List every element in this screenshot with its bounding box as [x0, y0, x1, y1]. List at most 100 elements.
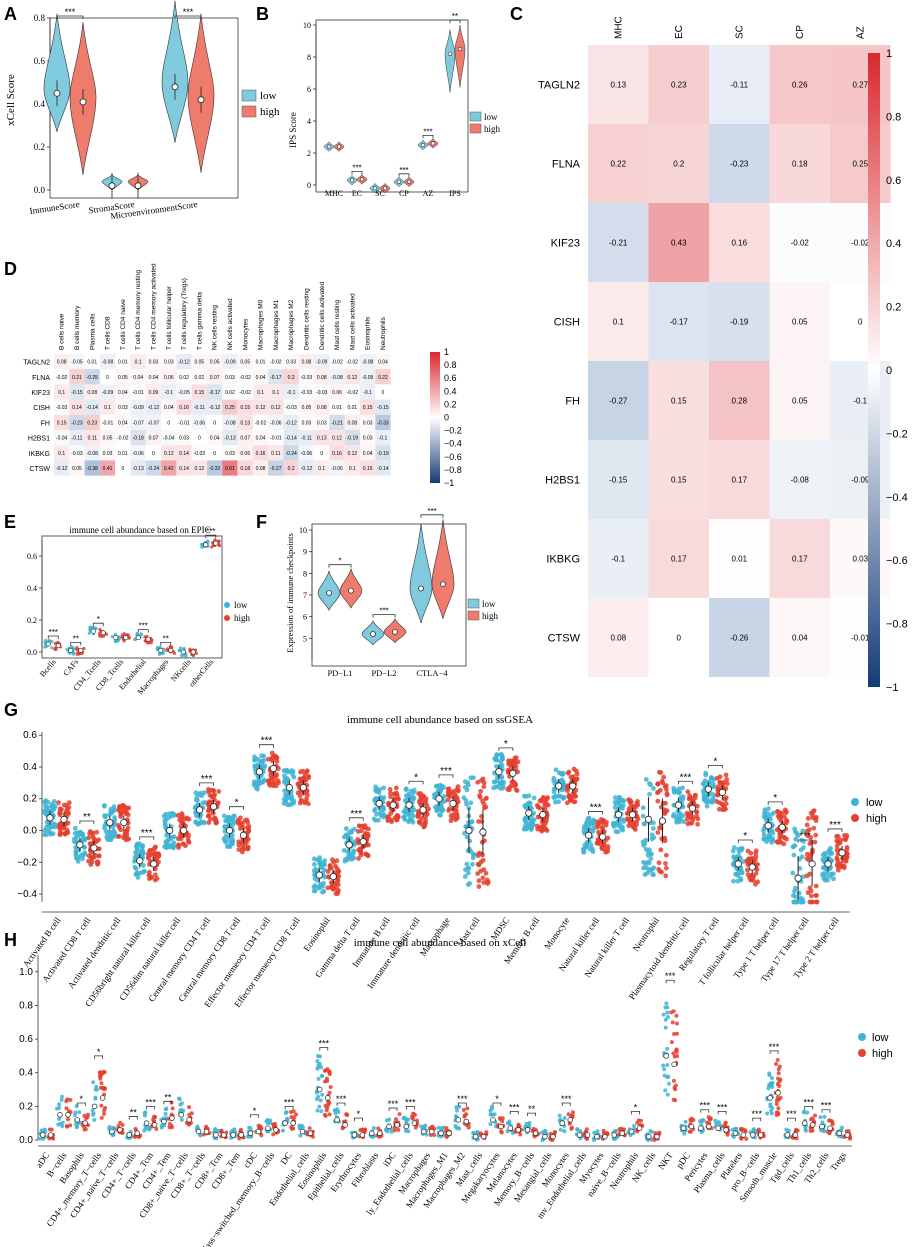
h-jitter-point	[307, 1126, 312, 1131]
g-jitter-point	[105, 837, 111, 843]
d-column-label: B cells memory	[74, 305, 81, 350]
h-jitter-point	[326, 1100, 331, 1105]
g-jitter-point	[371, 816, 377, 822]
g-jitter-point	[551, 789, 557, 795]
g-jitter-point	[702, 797, 708, 803]
g-significance: ***	[799, 831, 811, 842]
g-jitter-point	[51, 799, 57, 804]
g-jitter-point	[808, 893, 814, 899]
g-jitter-point	[116, 833, 122, 839]
g-jitter-point	[246, 823, 252, 829]
d-cell-value: 0.07	[210, 375, 220, 381]
h-jitter-point	[769, 1076, 774, 1081]
g-jitter-point	[88, 862, 94, 867]
d-cell-value: 0	[167, 420, 170, 426]
d-row-label: TAGLN2	[23, 360, 50, 367]
g-jitter-point	[82, 844, 87, 850]
g-significance-bracket	[229, 806, 244, 810]
d-column-label: Plasma cells	[89, 313, 96, 350]
h-jitter-point	[77, 1110, 82, 1115]
d-cell-value: 0	[213, 451, 216, 457]
h-jitter-point	[73, 1122, 78, 1127]
g-jitter-point	[358, 849, 364, 855]
h-significance: ***	[803, 1097, 814, 1107]
d-cell-value: -0.27	[270, 466, 282, 472]
d-cell-value: 0.05	[72, 466, 82, 472]
c-colorbar-label: 0	[886, 365, 892, 377]
g-median	[106, 818, 114, 827]
d-cell-value: 0	[121, 466, 124, 472]
g-jitter-point	[164, 844, 170, 850]
h-significance-bracket	[752, 1117, 762, 1122]
h-jitter-point	[163, 1111, 168, 1116]
d-heat-cell	[252, 430, 269, 446]
h-significance-bracket	[319, 1047, 329, 1051]
g-jitter-point	[824, 870, 830, 875]
h-jitter-point	[767, 1073, 772, 1078]
d-cell-value: -0.05	[71, 360, 83, 366]
d-cell-value: 0.15	[363, 466, 373, 472]
c-row-label: FLNA	[552, 159, 581, 171]
g-jitter-point	[605, 844, 611, 849]
h-jitter-point	[187, 1105, 192, 1110]
g-jitter-point	[120, 803, 126, 809]
h-median	[403, 1123, 410, 1130]
g-jitter-point	[621, 819, 627, 824]
h-jitter-point	[247, 1125, 252, 1130]
g-jitter-point	[194, 794, 200, 800]
h-significance: ***	[700, 1101, 711, 1111]
e-jitter-point	[122, 639, 126, 643]
h-jitter-point	[462, 1114, 467, 1119]
d-heat-cell	[268, 384, 284, 400]
g-jitter-point	[800, 899, 806, 905]
h-median	[532, 1130, 539, 1137]
g-jitter-point	[790, 870, 796, 876]
h-jitter-point	[667, 1081, 672, 1086]
d-cell-value: -0.02	[117, 436, 129, 442]
h-median	[524, 1127, 531, 1133]
d-heat-cell	[222, 369, 238, 385]
g-median	[76, 841, 84, 849]
h-jitter-point	[91, 1080, 96, 1085]
e-jitter-point	[210, 545, 214, 549]
h-median	[628, 1128, 635, 1135]
d-cell-value: -0.1	[379, 436, 388, 442]
h-significance: *	[97, 1047, 101, 1057]
d-cell-value: 0.16	[179, 405, 189, 411]
g-jitter-point	[312, 883, 318, 888]
d-cell-value: 0.13	[240, 420, 250, 426]
c-cell-value: -0.17	[670, 318, 689, 327]
h-significance: ***	[284, 1097, 295, 1107]
h-jitter-point	[570, 1110, 575, 1115]
h-median	[611, 1132, 617, 1138]
g-jitter-point	[221, 813, 227, 819]
g-median	[539, 811, 547, 819]
g-jitter-point	[468, 800, 474, 806]
g-jitter-point	[769, 840, 774, 845]
g-y-tick-label: 0.6	[23, 730, 37, 741]
c-cell-value: 0.25	[852, 160, 868, 169]
h-jitter-point	[424, 1132, 429, 1137]
g-median	[465, 826, 473, 835]
g-jitter-point	[336, 873, 342, 879]
d-heat-cell	[99, 354, 116, 370]
h-jitter-point	[665, 1010, 670, 1015]
h-jitter-point	[454, 1108, 459, 1113]
h-median	[351, 1132, 358, 1138]
g-jitter-point	[108, 810, 114, 816]
d-heat-cell	[329, 460, 345, 476]
h-jitter-point	[411, 1111, 416, 1116]
g-jitter-point	[275, 778, 281, 784]
g-jitter-point	[610, 820, 616, 826]
g-jitter-point	[107, 832, 113, 838]
g-jitter-point	[708, 775, 714, 780]
h-significance-bracket	[527, 1112, 536, 1117]
c-colorbar-label: −0.2	[886, 428, 908, 440]
h-median	[438, 1130, 444, 1137]
g-jitter-point	[551, 778, 557, 783]
b-x-tick-label: MHC	[325, 189, 343, 198]
d-heat-cell	[252, 354, 269, 370]
d-heat-cell	[130, 369, 146, 385]
h-jitter-point	[713, 1118, 718, 1123]
g-jitter-point	[535, 814, 541, 820]
